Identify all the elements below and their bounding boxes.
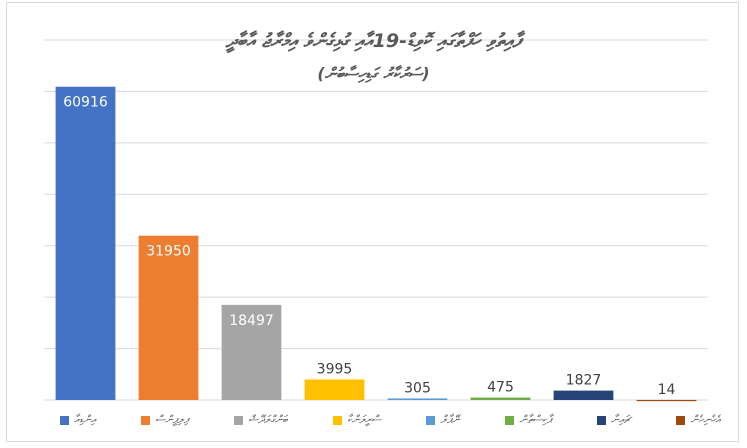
chart-title-block: ފާއިތުވި ހަފްތާގައި ކޮވިޑް-19އާއި ގުޅިގެ… bbox=[0, 30, 747, 84]
legend-label: ނޭޕާލް bbox=[440, 413, 460, 426]
bar bbox=[221, 304, 282, 400]
legend-swatch bbox=[505, 415, 515, 425]
bar-value-label: 14 bbox=[658, 382, 676, 398]
bar bbox=[553, 390, 614, 400]
legend-item: އިންޑިއާ bbox=[60, 413, 96, 427]
value-labels: 60916 31950 18497 3995 305 475 1827 14 bbox=[63, 95, 675, 398]
bar-value-label: 305 bbox=[404, 380, 431, 396]
chart-title: ފާއިތުވި ހަފްތާގައި ކޮވިޑް-19އާއި ގުޅިގެ… bbox=[225, 30, 522, 52]
bar bbox=[470, 397, 531, 400]
bar bbox=[387, 398, 448, 400]
legend-swatch bbox=[596, 415, 606, 425]
chart-legend: އިންޑިއާ ފިލިޕީންސް ބަންގްލަދޭޝް ސްރީލަންކާ… bbox=[60, 410, 720, 430]
legend-item: ފިލިޕީންސް bbox=[141, 413, 189, 427]
legend-swatch bbox=[676, 415, 686, 425]
legend-item: އެހެނިހެން bbox=[676, 413, 720, 427]
legend-swatch bbox=[426, 415, 436, 425]
chart-frame bbox=[6, 2, 739, 442]
bar bbox=[636, 399, 697, 402]
bar bbox=[304, 379, 365, 400]
bar bbox=[138, 235, 199, 400]
legend-swatch bbox=[234, 415, 244, 425]
legend-item: ޕާކިސްތާން bbox=[505, 413, 551, 427]
chart-subtitle: (ސަރުކާރު ގަޑިހިސާބުން) bbox=[317, 64, 430, 83]
legend-label: ބަންގްލަދޭޝް bbox=[248, 413, 288, 426]
bar-value-label: 3995 bbox=[317, 361, 353, 377]
bar-value-label: 18497 bbox=[229, 313, 274, 329]
legend-label: ސްރީލަންކާ bbox=[347, 413, 381, 426]
legend-swatch bbox=[333, 415, 343, 425]
bar-value-label: 1827 bbox=[566, 373, 602, 389]
bar-value-label: 60916 bbox=[63, 95, 108, 111]
legend-label: އިންޑިއާ bbox=[74, 413, 96, 426]
legend-label: ޗައިނާ bbox=[610, 413, 631, 426]
legend-label: ފިލިޕީންސް bbox=[155, 413, 189, 426]
legend-item: ޗައިނާ bbox=[596, 413, 631, 427]
legend-item: ނޭޕާލް bbox=[426, 413, 460, 427]
bar-value-label: 475 bbox=[487, 380, 514, 396]
bars bbox=[55, 86, 697, 402]
legend-swatch bbox=[60, 415, 69, 425]
bar-value-label: 31950 bbox=[146, 244, 191, 260]
legend-item: ބަންގްލަދޭޝް bbox=[234, 413, 288, 427]
legend-label: ޕާކިސްތާން bbox=[519, 413, 552, 426]
legend-label: އެހެނިހެން bbox=[690, 413, 720, 426]
bar bbox=[55, 86, 116, 400]
legend-swatch bbox=[141, 415, 151, 425]
legend-item: ސްރީލަންކާ bbox=[333, 413, 381, 427]
